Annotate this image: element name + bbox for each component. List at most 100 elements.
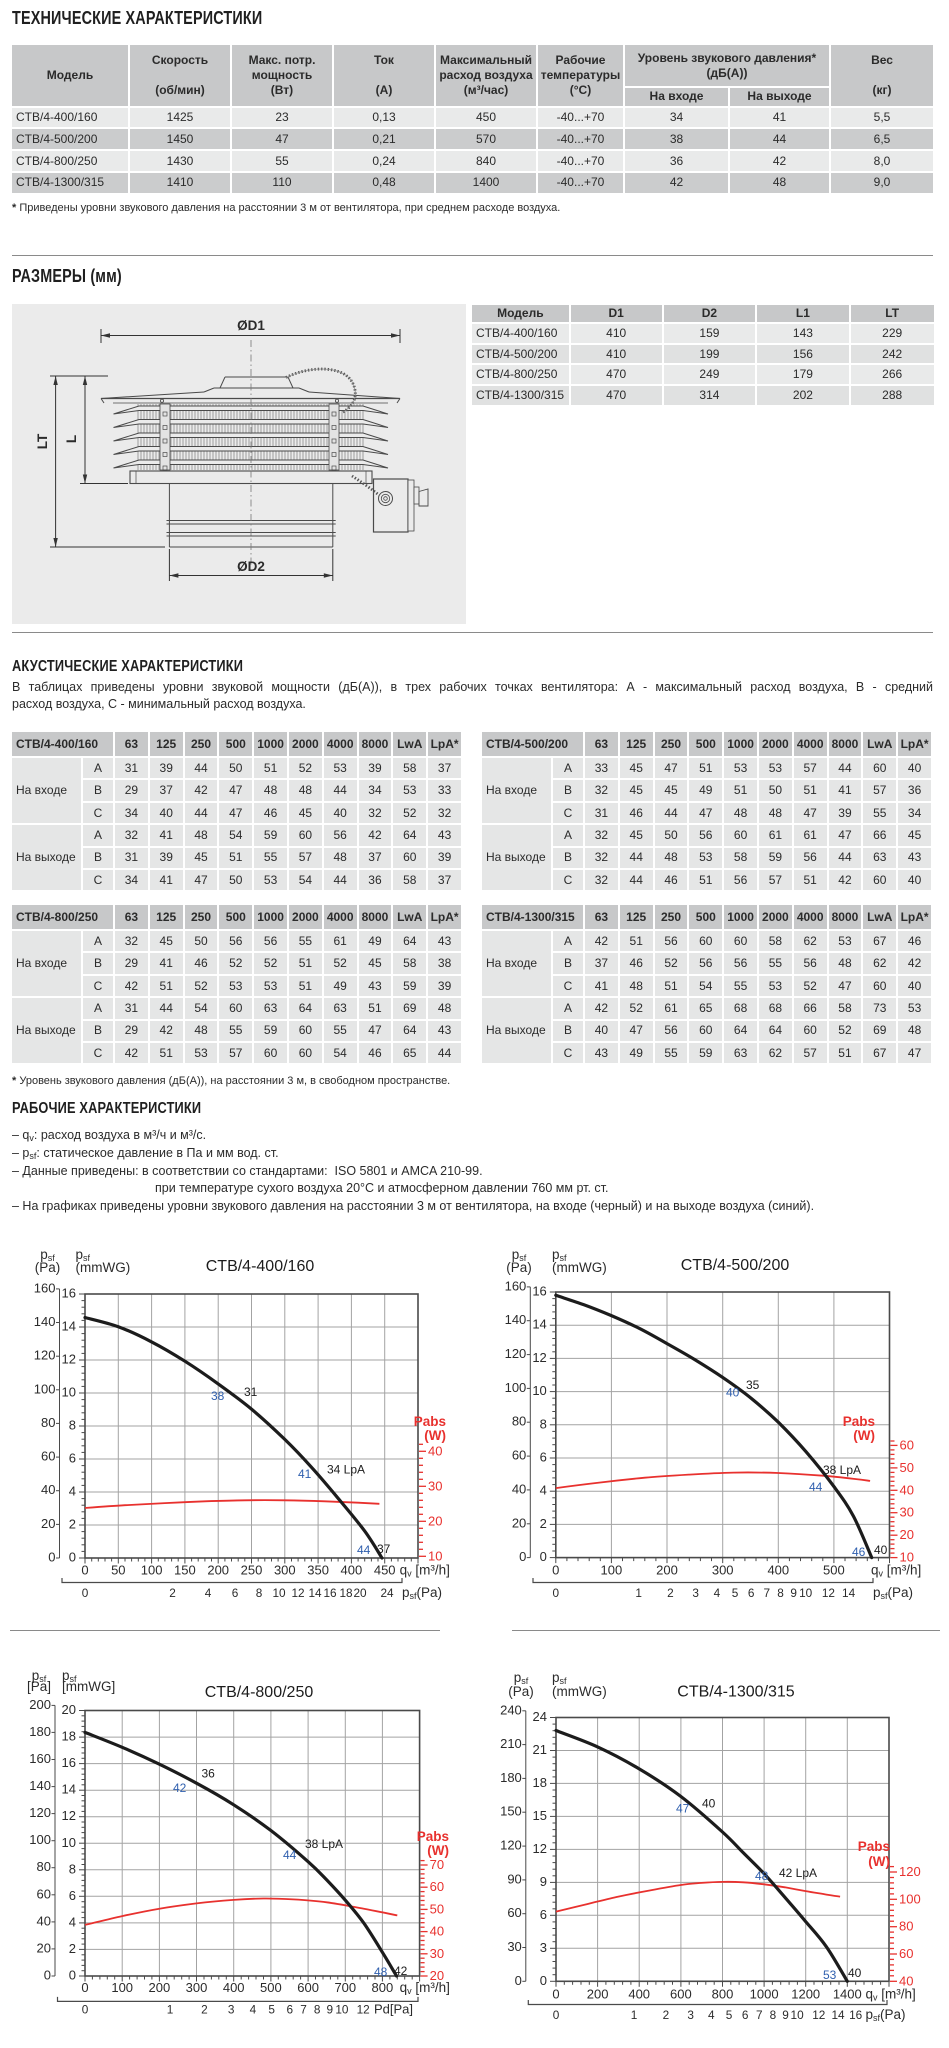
svg-text:0: 0 bbox=[81, 1563, 88, 1578]
svg-text:12: 12 bbox=[357, 2003, 370, 2017]
svg-text:qv [m³/h]: qv [m³/h] bbox=[400, 1563, 450, 1579]
svg-text:2: 2 bbox=[69, 1517, 76, 1532]
svg-text:60: 60 bbox=[41, 1449, 55, 1464]
svg-text:46: 46 bbox=[852, 1545, 866, 1559]
svg-text:4: 4 bbox=[69, 1484, 76, 1499]
svg-text:1400: 1400 bbox=[833, 1986, 862, 2001]
svg-text:6: 6 bbox=[540, 1907, 547, 1922]
svg-text:40: 40 bbox=[900, 1482, 914, 1497]
svg-text:350: 350 bbox=[307, 1563, 329, 1578]
svg-text:(Pa): (Pa) bbox=[508, 1684, 534, 1699]
svg-text:450: 450 bbox=[374, 1563, 396, 1578]
svg-text:10: 10 bbox=[799, 1586, 813, 1600]
svg-text:(W): (W) bbox=[853, 1428, 875, 1443]
svg-text:14: 14 bbox=[842, 1586, 856, 1600]
svg-text:18: 18 bbox=[339, 1586, 353, 1600]
svg-text:160: 160 bbox=[505, 1278, 527, 1293]
svg-text:ØD2: ØD2 bbox=[237, 559, 265, 574]
svg-text:20: 20 bbox=[62, 1702, 76, 1717]
svg-text:400: 400 bbox=[628, 1986, 650, 2001]
svg-text:10: 10 bbox=[335, 2003, 349, 2017]
svg-text:4: 4 bbox=[69, 1914, 76, 1929]
svg-text:Pabs: Pabs bbox=[414, 1414, 446, 1429]
svg-text:300: 300 bbox=[274, 1563, 296, 1578]
svg-text:[mmWG]: [mmWG] bbox=[62, 1679, 115, 1694]
svg-text:20: 20 bbox=[41, 1516, 55, 1531]
svg-text:8: 8 bbox=[540, 1416, 547, 1431]
svg-text:200: 200 bbox=[207, 1563, 229, 1578]
svg-text:0: 0 bbox=[82, 1586, 89, 1600]
svg-text:150: 150 bbox=[174, 1563, 196, 1578]
svg-text:(Pa): (Pa) bbox=[35, 1260, 61, 1275]
svg-text:psf(Pa): psf(Pa) bbox=[866, 2007, 906, 2023]
svg-text:0: 0 bbox=[552, 1986, 559, 2001]
svg-text:12: 12 bbox=[533, 1841, 547, 1856]
svg-text:120: 120 bbox=[29, 1805, 51, 1820]
svg-text:2: 2 bbox=[69, 1941, 76, 1956]
svg-text:160: 160 bbox=[34, 1280, 56, 1295]
svg-text:1200: 1200 bbox=[791, 1986, 820, 2001]
svg-text:(W): (W) bbox=[427, 1843, 449, 1858]
svg-text:(Pa): (Pa) bbox=[506, 1260, 532, 1275]
svg-text:150: 150 bbox=[500, 1804, 522, 1819]
svg-text:40: 40 bbox=[899, 1973, 913, 1988]
svg-text:L: L bbox=[64, 435, 79, 443]
svg-text:300: 300 bbox=[186, 1980, 208, 1995]
svg-text:40: 40 bbox=[874, 1543, 888, 1557]
svg-text:2: 2 bbox=[540, 1516, 547, 1531]
svg-text:16: 16 bbox=[62, 1755, 76, 1770]
svg-text:60: 60 bbox=[900, 1437, 914, 1452]
svg-text:240: 240 bbox=[500, 1702, 522, 1717]
svg-text:8: 8 bbox=[770, 2008, 777, 2022]
svg-text:psf(Pa): psf(Pa) bbox=[402, 1585, 442, 1601]
svg-text:12: 12 bbox=[62, 1808, 76, 1823]
svg-text:6: 6 bbox=[69, 1888, 76, 1903]
svg-text:8: 8 bbox=[69, 1861, 76, 1876]
svg-text:200: 200 bbox=[29, 1697, 51, 1712]
svg-text:18: 18 bbox=[533, 1775, 547, 1790]
svg-text:0: 0 bbox=[553, 2008, 560, 2022]
svg-text:40: 40 bbox=[702, 1797, 716, 1811]
svg-text:31: 31 bbox=[244, 1385, 258, 1399]
svg-text:15: 15 bbox=[533, 1808, 547, 1823]
svg-text:4: 4 bbox=[540, 1483, 547, 1498]
svg-text:7: 7 bbox=[756, 2008, 763, 2022]
svg-text:60: 60 bbox=[430, 1879, 444, 1894]
svg-text:0: 0 bbox=[540, 1549, 547, 1564]
svg-text:1: 1 bbox=[167, 2003, 174, 2017]
svg-text:40: 40 bbox=[428, 1443, 442, 1458]
svg-text:100: 100 bbox=[111, 1980, 133, 1995]
svg-text:18: 18 bbox=[62, 1729, 76, 1744]
svg-text:0: 0 bbox=[515, 1973, 522, 1988]
svg-text:200: 200 bbox=[149, 1980, 171, 1995]
svg-text:LT: LT bbox=[35, 433, 50, 449]
svg-text:0: 0 bbox=[44, 1968, 51, 1983]
svg-text:CTB/4-1300/315: CTB/4-1300/315 bbox=[677, 1684, 795, 1701]
svg-text:10: 10 bbox=[62, 1835, 76, 1850]
svg-text:600: 600 bbox=[670, 1986, 692, 2001]
svg-text:[Pa]: [Pa] bbox=[27, 1679, 51, 1694]
svg-text:6: 6 bbox=[287, 2003, 294, 2017]
svg-text:Pd[Pa]: Pd[Pa] bbox=[374, 2002, 413, 2017]
svg-text:9: 9 bbox=[782, 2008, 789, 2022]
svg-text:30: 30 bbox=[900, 1505, 914, 1520]
svg-text:3: 3 bbox=[692, 1586, 699, 1600]
svg-text:40: 40 bbox=[726, 1386, 740, 1400]
svg-text:30: 30 bbox=[507, 1939, 521, 1954]
svg-text:53: 53 bbox=[823, 1968, 837, 1982]
svg-text:700: 700 bbox=[334, 1980, 356, 1995]
svg-text:38 LpA: 38 LpA bbox=[823, 1463, 861, 1477]
svg-text:CTB/4-800/250: CTB/4-800/250 bbox=[205, 1684, 314, 1701]
svg-text:60: 60 bbox=[899, 1946, 913, 1961]
svg-text:40: 40 bbox=[848, 1966, 862, 1980]
svg-text:16: 16 bbox=[849, 2008, 863, 2022]
svg-text:140: 140 bbox=[34, 1314, 56, 1329]
svg-text:4: 4 bbox=[205, 1586, 212, 1600]
svg-text:0: 0 bbox=[69, 1968, 76, 1983]
svg-text:10: 10 bbox=[428, 1548, 442, 1563]
svg-text:200: 200 bbox=[656, 1563, 678, 1578]
svg-text:12: 12 bbox=[822, 1586, 835, 1600]
svg-text:60: 60 bbox=[512, 1448, 526, 1463]
svg-text:44: 44 bbox=[283, 1848, 297, 1862]
svg-text:6: 6 bbox=[232, 1586, 239, 1600]
